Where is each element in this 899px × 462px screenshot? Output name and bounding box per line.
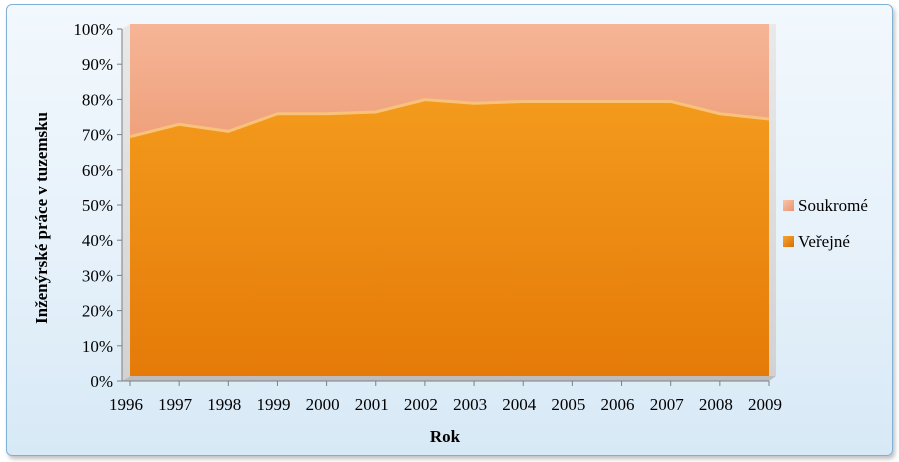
y-tick-label: 100% — [73, 20, 113, 39]
x-tick-label: 1999 — [256, 395, 290, 414]
x-tick-label: 2002 — [404, 395, 438, 414]
y-axis-title: Inženýrské práce v tuzemsku — [32, 112, 51, 324]
y-tick-label: 70% — [82, 126, 113, 145]
y-tick-label: 30% — [82, 266, 113, 285]
x-tick-label: 2001 — [355, 395, 389, 414]
x-tick-label: 1996 — [109, 395, 143, 414]
y-tick-label: 50% — [82, 196, 113, 215]
legend: Soukromé Veřejné — [783, 196, 868, 251]
y-tick-label: 90% — [82, 55, 113, 74]
x-tick-label: 2004 — [502, 395, 537, 414]
plot-side-wall — [122, 24, 130, 381]
x-tick-label: 2008 — [699, 395, 733, 414]
x-tick-label: 2000 — [306, 395, 340, 414]
x-tick-label: 2009 — [748, 395, 782, 414]
x-tick-label: 2007 — [650, 395, 685, 414]
legend-swatch-verejne — [783, 236, 794, 247]
x-tick-label: 1998 — [207, 395, 241, 414]
plot-floor — [122, 376, 776, 381]
legend-swatch-soukrome — [783, 200, 794, 211]
legend-label-soukrome: Soukromé — [798, 196, 868, 215]
y-tick-label: 20% — [82, 302, 113, 321]
y-tick-label: 0% — [90, 372, 113, 391]
x-tick-label: 2005 — [551, 395, 585, 414]
legend-label-verejne: Veřejné — [798, 232, 850, 251]
y-tick-label: 40% — [82, 231, 113, 250]
y-tick-label: 10% — [82, 337, 113, 356]
y-tick-label: 60% — [82, 161, 113, 180]
x-tick-label: 2006 — [601, 395, 635, 414]
x-tick-label: 2003 — [453, 395, 487, 414]
series-edge-verejne — [129, 98, 770, 139]
x-axis-title: Rok — [430, 427, 461, 446]
y-tick-label: 80% — [82, 90, 113, 109]
series-area-soukrome — [130, 24, 769, 137]
x-tick-label: 1997 — [158, 395, 193, 414]
series-area-verejne — [130, 99, 769, 377]
